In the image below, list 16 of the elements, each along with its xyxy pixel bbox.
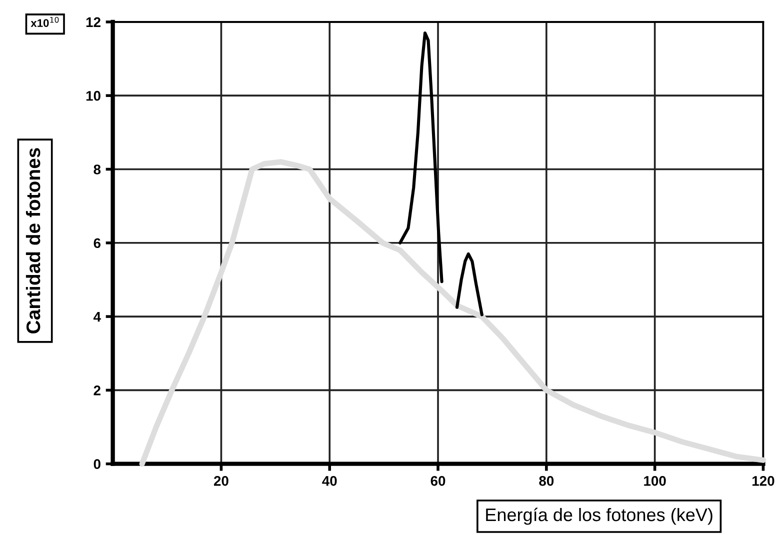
y-axis-title: Cantidad de fotones [26, 148, 40, 334]
text: x10$^{10}$ [30, 16, 59, 27]
y-tick-label: 6 [94, 238, 101, 248]
x-tick-label: 80 [539, 476, 554, 486]
y-tick-label: 0 [94, 459, 100, 470]
x-tick-label: 40 [322, 476, 337, 486]
x-tick-label: 100 [644, 476, 666, 486]
y-tick-label: 4 [93, 312, 101, 322]
x-tick-label: 60 [430, 476, 446, 486]
x-tick-label: 120 [752, 476, 774, 486]
y-tick-label: 10 [86, 90, 100, 101]
x-axis-title: Energía de los fotones (keV) [486, 508, 712, 525]
x-tick-label: 20 [214, 476, 228, 486]
y-tick-label: 12 [86, 17, 100, 27]
y-tick-label: 2 [94, 386, 100, 396]
y-tick-label: 8 [94, 164, 101, 174]
